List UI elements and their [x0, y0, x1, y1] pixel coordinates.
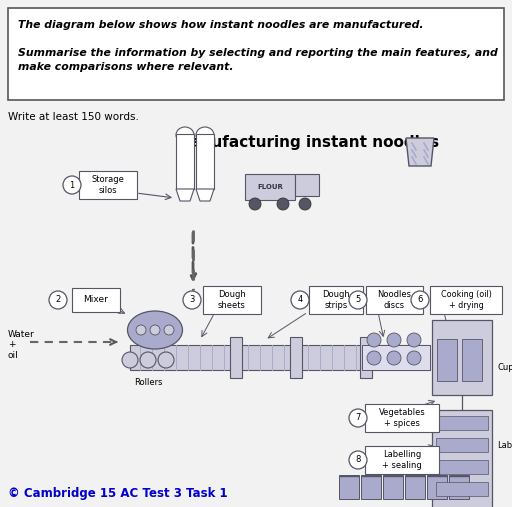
- Circle shape: [158, 352, 174, 368]
- FancyBboxPatch shape: [339, 475, 359, 499]
- Circle shape: [249, 198, 261, 210]
- Text: 8: 8: [355, 455, 360, 464]
- Circle shape: [299, 198, 311, 210]
- Text: Noodles
discs: Noodles discs: [377, 290, 411, 310]
- Circle shape: [150, 325, 160, 335]
- Circle shape: [407, 333, 421, 347]
- FancyBboxPatch shape: [427, 475, 447, 499]
- Circle shape: [387, 351, 401, 365]
- FancyBboxPatch shape: [362, 345, 430, 370]
- Text: 5: 5: [355, 296, 360, 305]
- Circle shape: [349, 451, 367, 469]
- Text: FLOUR: FLOUR: [257, 184, 283, 190]
- Text: Cups: Cups: [497, 364, 512, 373]
- FancyBboxPatch shape: [295, 174, 319, 196]
- Circle shape: [183, 291, 201, 309]
- FancyBboxPatch shape: [360, 337, 372, 378]
- Circle shape: [349, 291, 367, 309]
- Text: Water
+
oil: Water + oil: [8, 330, 35, 360]
- Circle shape: [407, 351, 421, 365]
- Circle shape: [349, 409, 367, 427]
- Circle shape: [136, 325, 146, 335]
- FancyBboxPatch shape: [383, 475, 403, 499]
- Text: 1: 1: [69, 180, 75, 190]
- FancyBboxPatch shape: [436, 438, 488, 452]
- FancyBboxPatch shape: [290, 337, 302, 378]
- Text: 6: 6: [417, 296, 423, 305]
- Circle shape: [367, 333, 381, 347]
- FancyBboxPatch shape: [365, 404, 439, 432]
- FancyBboxPatch shape: [366, 286, 422, 314]
- Circle shape: [277, 198, 289, 210]
- FancyBboxPatch shape: [430, 286, 502, 314]
- FancyBboxPatch shape: [8, 8, 504, 100]
- FancyBboxPatch shape: [203, 286, 261, 314]
- FancyBboxPatch shape: [196, 134, 214, 189]
- Text: Labelling
+ sealing: Labelling + sealing: [382, 450, 422, 470]
- Text: Dough
sheets: Dough sheets: [218, 290, 246, 310]
- FancyBboxPatch shape: [436, 460, 488, 474]
- Ellipse shape: [176, 127, 194, 143]
- Text: Cooking (oil)
+ drying: Cooking (oil) + drying: [440, 290, 492, 310]
- FancyBboxPatch shape: [437, 339, 457, 381]
- Text: Labels: Labels: [497, 441, 512, 450]
- Text: Mixer: Mixer: [83, 296, 109, 305]
- Text: 4: 4: [297, 296, 303, 305]
- Text: © Cambridge 15 AC Test 3 Task 1: © Cambridge 15 AC Test 3 Task 1: [8, 487, 228, 500]
- Text: Storage
silos: Storage silos: [92, 175, 124, 195]
- Text: 3: 3: [189, 296, 195, 305]
- Text: The diagram below shows how instant noodles are manufactured.: The diagram below shows how instant nood…: [18, 20, 423, 30]
- Circle shape: [122, 352, 138, 368]
- Text: 2: 2: [55, 296, 60, 305]
- FancyBboxPatch shape: [436, 482, 488, 496]
- Circle shape: [63, 176, 81, 194]
- Text: Rollers: Rollers: [134, 378, 162, 387]
- Polygon shape: [196, 189, 214, 201]
- FancyBboxPatch shape: [176, 134, 194, 189]
- Circle shape: [367, 351, 381, 365]
- FancyBboxPatch shape: [230, 337, 242, 378]
- FancyBboxPatch shape: [309, 286, 363, 314]
- Circle shape: [140, 352, 156, 368]
- Text: Summarise the information by selecting and reporting the main features, and
make: Summarise the information by selecting a…: [18, 48, 498, 72]
- Ellipse shape: [127, 311, 182, 349]
- FancyBboxPatch shape: [130, 345, 430, 370]
- Polygon shape: [406, 138, 434, 166]
- Circle shape: [387, 333, 401, 347]
- Text: Write at least 150 words.: Write at least 150 words.: [8, 112, 139, 122]
- Ellipse shape: [196, 127, 214, 143]
- FancyBboxPatch shape: [405, 475, 425, 499]
- FancyBboxPatch shape: [365, 446, 439, 474]
- FancyBboxPatch shape: [432, 320, 492, 395]
- Text: Dough
strips: Dough strips: [322, 290, 350, 310]
- Circle shape: [291, 291, 309, 309]
- FancyBboxPatch shape: [436, 416, 488, 430]
- Circle shape: [49, 291, 67, 309]
- Circle shape: [164, 325, 174, 335]
- Text: 7: 7: [355, 414, 360, 422]
- FancyBboxPatch shape: [79, 171, 137, 199]
- Circle shape: [411, 291, 429, 309]
- FancyBboxPatch shape: [462, 339, 482, 381]
- FancyBboxPatch shape: [72, 288, 120, 312]
- Polygon shape: [176, 189, 194, 201]
- Text: Manufacturing instant noodles: Manufacturing instant noodles: [175, 135, 439, 150]
- FancyBboxPatch shape: [245, 174, 295, 200]
- FancyBboxPatch shape: [361, 475, 381, 499]
- FancyBboxPatch shape: [449, 475, 469, 499]
- FancyBboxPatch shape: [432, 410, 492, 507]
- Text: Vegetables
+ spices: Vegetables + spices: [379, 408, 425, 428]
